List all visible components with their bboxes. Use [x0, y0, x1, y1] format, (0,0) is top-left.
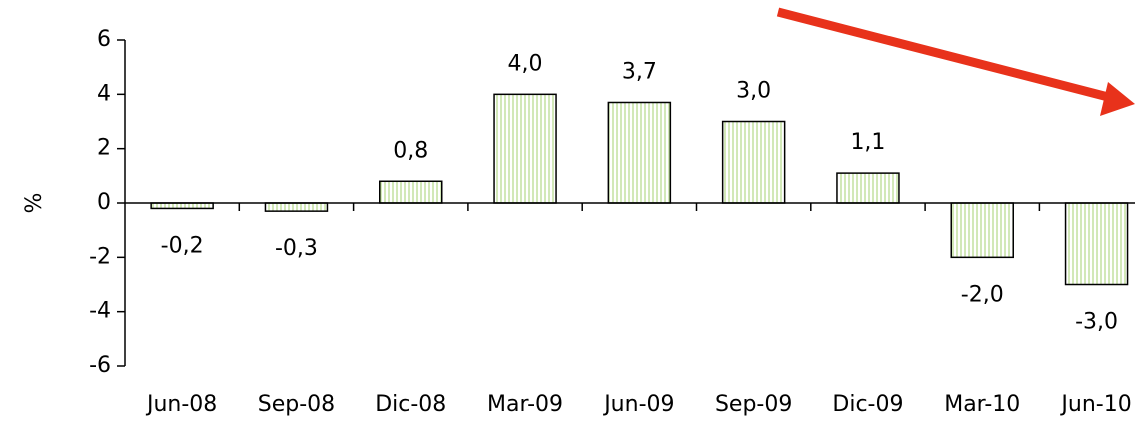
- y-tick-label: -2: [89, 244, 111, 269]
- value-label: -2,0: [961, 282, 1004, 307]
- value-label: 0,8: [393, 138, 428, 163]
- x-tick-label: Jun-10: [1059, 392, 1131, 417]
- x-tick-label: Dic-09: [832, 392, 903, 417]
- bar: [379, 180, 443, 204]
- y-axis-label: %: [22, 193, 47, 214]
- trend-arrow: [776, 7, 1114, 103]
- value-label: 3,7: [622, 59, 657, 84]
- bar: [836, 172, 900, 204]
- bar: [150, 202, 214, 210]
- bar: [721, 120, 786, 204]
- bar: [493, 93, 557, 204]
- x-tick-label: Mar-09: [487, 392, 563, 417]
- x-tick-label: Dic-08: [375, 392, 446, 417]
- value-label: 1,1: [850, 130, 885, 155]
- x-tick-label: Jun-09: [602, 392, 674, 417]
- x-tick-label: Jun-08: [145, 392, 217, 417]
- value-label: -0,3: [275, 236, 318, 261]
- y-tick-label: -4: [89, 299, 111, 324]
- bar: [264, 202, 329, 212]
- bar: [607, 101, 672, 204]
- value-label: -3,0: [1075, 310, 1118, 335]
- y-tick-label: 0: [97, 190, 111, 215]
- value-label: 3,0: [736, 79, 771, 104]
- y-tick-label: -6: [89, 353, 111, 378]
- value-label: 4,0: [508, 51, 543, 76]
- value-label: -0,2: [161, 233, 204, 258]
- y-tick-label: 6: [97, 27, 111, 52]
- bar: [950, 202, 1014, 259]
- y-tick-label: 2: [97, 136, 111, 161]
- x-tick-label: Mar-10: [944, 392, 1020, 417]
- x-tick-label: Sep-08: [258, 392, 335, 417]
- trend-arrowhead: [1100, 82, 1135, 116]
- y-tick-label: 4: [97, 81, 111, 106]
- x-tick-label: Sep-09: [715, 392, 792, 417]
- bar: [1064, 202, 1129, 286]
